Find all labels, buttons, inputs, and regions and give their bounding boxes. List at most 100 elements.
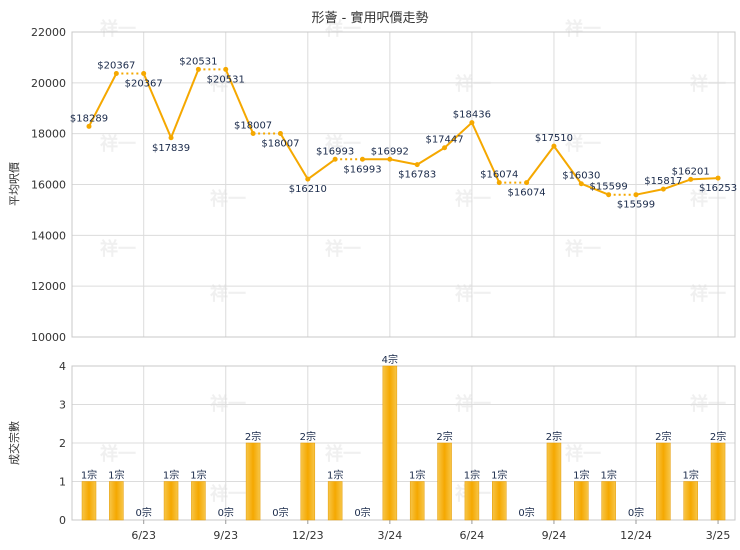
watermark-text: 祥一 — [325, 443, 361, 465]
count-data-label: 2宗 — [546, 430, 562, 443]
grid-layer — [72, 31, 735, 521]
count-data-label: 0宗 — [136, 506, 152, 519]
price-panel-ytick-label: 18000 — [31, 128, 66, 141]
count-bar — [81, 481, 97, 521]
watermark-text: 祥一 — [690, 188, 726, 210]
count-data-label: 1宗 — [683, 469, 699, 482]
price-data-label: $17839 — [152, 143, 190, 154]
price-line-segment — [88, 73, 118, 127]
count-bar — [437, 442, 452, 521]
price-line-segment — [663, 178, 692, 191]
price-line-segment — [416, 146, 446, 166]
price-line-segment — [525, 145, 555, 184]
price-panel-ytick-label: 14000 — [31, 229, 66, 242]
watermark-text: 祥一 — [100, 443, 136, 465]
count-bar — [464, 481, 480, 521]
price-axis-label: 平均呎價 — [7, 162, 21, 206]
watermark-text: 祥一 — [690, 73, 726, 95]
watermark-text: 祥一 — [325, 133, 361, 155]
count-bar — [683, 481, 698, 521]
count-data-label: 1宗 — [464, 469, 480, 482]
price-data-label: $17447 — [425, 135, 463, 146]
price-data-label: $16253 — [699, 183, 737, 194]
price-line-segment — [470, 122, 501, 184]
price-data-label: $15599 — [590, 182, 628, 193]
chart-title: 形薈 - 實用呎價走勢 — [312, 10, 429, 26]
watermark-text: 祥一 — [565, 443, 601, 465]
price-point — [660, 186, 666, 192]
price-point — [168, 135, 174, 141]
count-data-label: 2宗 — [655, 430, 671, 443]
x-tick-label: 3/24 — [377, 529, 402, 542]
price-point — [633, 192, 639, 198]
watermark-text: 祥一 — [325, 238, 361, 260]
watermark-text: 祥一 — [100, 238, 136, 260]
price-panel-frame — [71, 31, 736, 338]
count-bar — [409, 481, 425, 521]
price-data-label: $16074 — [480, 170, 518, 181]
count-data-label: 2宗 — [300, 430, 316, 443]
price-point — [387, 156, 393, 162]
count-bar — [601, 481, 616, 521]
axes-layer: 10000 12000 14000 16000 18000 20000 22000 0 1 2 3 4… — [31, 26, 736, 542]
count-bar — [109, 481, 124, 521]
x-tick-label: 12/24 — [620, 529, 652, 542]
price-point — [305, 176, 311, 182]
price-data-label: $17510 — [535, 133, 573, 144]
count-data-label: 0宗 — [272, 506, 288, 519]
count-panel-ytick-label: 2 — [59, 437, 66, 450]
watermark-text: 祥一 — [455, 283, 491, 305]
count-bar — [574, 481, 589, 521]
price-point — [250, 130, 256, 136]
count-data-label: 0宗 — [628, 506, 644, 519]
count-panel-ytick-label: 1 — [59, 476, 66, 489]
price-point — [195, 66, 201, 72]
watermark-text: 祥一 — [100, 18, 136, 40]
count-bar — [327, 481, 343, 521]
price-point — [277, 130, 283, 136]
count-data-label: 1宗 — [600, 469, 616, 482]
price-line-segment — [443, 121, 473, 149]
count-bar — [710, 442, 726, 521]
price-data-label: $18289 — [70, 113, 108, 124]
price-line-segment — [690, 177, 719, 181]
count-data-label: 0宗 — [354, 506, 370, 519]
x-tick-label: 12/23 — [292, 529, 324, 542]
price-data-label: $16210 — [289, 184, 327, 195]
price-data-label: $16201 — [672, 166, 710, 177]
price-data-label: $15817 — [644, 176, 682, 187]
watermark-text: 祥一 — [325, 18, 361, 40]
watermark-text: 祥一 — [690, 283, 726, 305]
count-bar — [492, 481, 507, 521]
count-panel-frame — [71, 365, 736, 521]
x-tick-label: 6/24 — [460, 529, 485, 542]
count-data-label: 1宗 — [108, 469, 124, 482]
price-panel-ytick-label: 16000 — [31, 179, 66, 192]
x-tick-label: 6/23 — [131, 529, 156, 542]
price-data-label: $20531 — [179, 56, 217, 67]
line-layer — [86, 66, 721, 198]
watermark-text: 祥一 — [210, 283, 246, 305]
price-data-label: $15599 — [617, 200, 655, 211]
count-data-label: 1宗 — [81, 469, 97, 482]
x-tick-label: 9/24 — [542, 529, 567, 542]
price-line-segment — [170, 68, 200, 139]
count-data-label: 2宗 — [436, 430, 452, 443]
price-point — [715, 175, 721, 181]
count-bar — [546, 442, 562, 521]
labels-layer: $18289 $20367 $20367 $17839 $20531 $20531 $180… — [70, 56, 737, 519]
price-panel-ytick-label: 20000 — [31, 77, 66, 90]
price-line-segment — [142, 73, 172, 139]
price-data-label: $16074 — [508, 188, 546, 199]
price-line-segment — [580, 182, 610, 196]
watermark-text: 祥一 — [455, 188, 491, 210]
watermark-text: 祥一 — [210, 73, 246, 95]
count-bar — [656, 442, 671, 521]
price-data-label: $18007 — [234, 120, 272, 131]
price-point — [551, 143, 557, 149]
price-line-segment — [635, 188, 664, 196]
watermark-text: 祥一 — [455, 73, 491, 95]
watermark-text: 祥一 — [565, 133, 601, 155]
price-data-label: $16030 — [562, 171, 600, 182]
